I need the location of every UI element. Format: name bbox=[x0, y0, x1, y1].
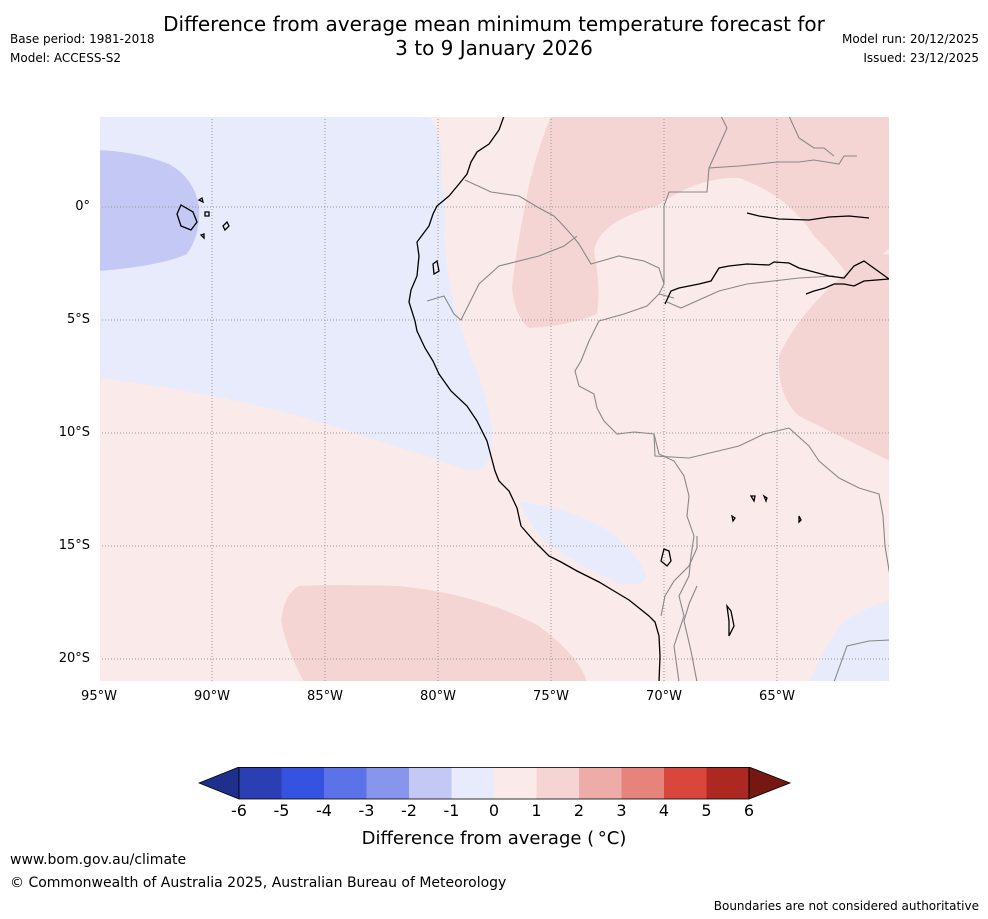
lon-label-80w: 80°W bbox=[420, 689, 456, 704]
lat-label-10s: 10°S bbox=[58, 425, 90, 440]
model-run-date: Model run: 20/12/2025 bbox=[841, 32, 979, 46]
title-line-2: 3 to 9 January 2026 bbox=[395, 36, 593, 60]
colorbar-bin bbox=[621, 767, 664, 799]
lon-label-95w: 95°W bbox=[81, 689, 117, 704]
lat-label-20s: 20°S bbox=[58, 651, 90, 666]
colorbar-bin bbox=[579, 767, 622, 799]
colorbar-label: 6 bbox=[743, 801, 755, 820]
gridlines bbox=[99, 116, 890, 682]
lon-label-70w: 70°W bbox=[646, 689, 682, 704]
colorbar-bin bbox=[451, 767, 494, 799]
colorbar-bin bbox=[239, 767, 282, 799]
lat-label-0: 0° bbox=[75, 199, 90, 214]
base-period: Base period: 1981-2018 bbox=[10, 32, 155, 46]
lat-label-15s: 15°S bbox=[58, 538, 90, 553]
footer-copyright: © Commonwealth of Australia 2025, Austra… bbox=[10, 875, 507, 891]
forecast-map bbox=[99, 116, 890, 682]
footer-disclaimer: Boundaries are not considered authoritat… bbox=[713, 899, 979, 913]
coastlines bbox=[176, 116, 890, 682]
title-line-1: Difference from average mean minimum tem… bbox=[163, 12, 825, 36]
anomaly-zone-minus2-to-minus1-galapagos bbox=[99, 150, 200, 271]
lon-label-90w: 90°W bbox=[194, 689, 230, 704]
colorbar-label: -3 bbox=[358, 801, 375, 820]
colorbar-bin bbox=[536, 767, 579, 799]
colorbar-bin bbox=[494, 767, 537, 799]
anomaly-zone-minus1-to-0-south-peru bbox=[519, 502, 647, 585]
colorbar-bin bbox=[409, 767, 452, 799]
colorbar-label: 3 bbox=[616, 801, 627, 820]
lon-label-85w: 85°W bbox=[307, 689, 343, 704]
model-name: Model: ACCESS-S2 bbox=[10, 51, 122, 65]
lon-label-65w: 65°W bbox=[759, 689, 795, 704]
colorbar bbox=[198, 767, 792, 800]
map-title: Difference from average mean minimum tem… bbox=[0, 12, 988, 60]
colorbar-label: 5 bbox=[701, 801, 712, 820]
anomaly-zone-1-to-2-east bbox=[778, 254, 890, 461]
anomaly-zone-1-to-2-north bbox=[512, 116, 890, 328]
anomaly-zone-1-to-2-southwest bbox=[281, 585, 587, 682]
colorbar-label: -4 bbox=[316, 801, 332, 820]
country-borders bbox=[426, 116, 890, 682]
footer-url: www.bom.gov.au/climate bbox=[10, 852, 187, 868]
colorbar-bin bbox=[706, 767, 749, 799]
colorbar-bin bbox=[664, 767, 707, 799]
map-frame bbox=[99, 116, 890, 682]
colorbar-label: -1 bbox=[443, 801, 460, 820]
colorbar-label: 0 bbox=[488, 801, 500, 820]
colorbar-label: 4 bbox=[658, 801, 670, 820]
colorbar-extend-low bbox=[198, 767, 240, 800]
issued-date: Issued: 23/12/2025 bbox=[863, 51, 979, 65]
lon-label-75w: 75°W bbox=[533, 689, 569, 704]
lat-label-5s: 5°S bbox=[66, 312, 90, 327]
colorbar-label: -5 bbox=[273, 801, 290, 820]
colorbar-bin bbox=[281, 767, 324, 799]
colorbar-label: -2 bbox=[401, 801, 417, 820]
colorbar-outline bbox=[238, 767, 750, 800]
colorbar-label: 1 bbox=[531, 801, 542, 820]
colorbar-bin bbox=[366, 767, 409, 799]
colorbar-label: 2 bbox=[573, 801, 585, 820]
colorbar-label: -6 bbox=[231, 801, 247, 820]
colorbar-bin bbox=[324, 767, 367, 799]
colorbar-extend-high bbox=[748, 767, 792, 800]
anomaly-zone-minus1-to-0-southeast bbox=[810, 600, 890, 682]
colorbar-title: Difference from average ( °C) bbox=[361, 828, 627, 849]
